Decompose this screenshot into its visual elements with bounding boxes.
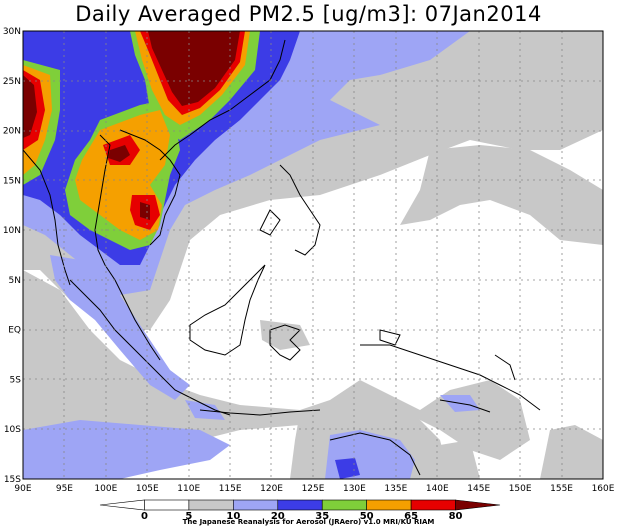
colorbar-label: 80 [449,511,463,522]
map-title: Daily Averaged PM2.5 [ug/m3]: 07Jan2014 [75,2,542,26]
colorbar-segment [366,499,412,511]
lon-tick-label: 115E [219,484,242,494]
lon-tick-label: 110E [177,484,200,494]
lat-tick-label: 10S [4,425,21,435]
lat-tick-label: 15N [3,176,21,186]
colorbar-label: 50 [360,511,374,522]
lat-tick-label: 5S [10,375,22,385]
credit-line: The Japanese Reanalysis for Aerosol (JRA… [182,518,435,526]
lat-tick-label: 20N [3,127,21,137]
lat-tick-label: 10N [3,226,21,236]
colorbar-segment [188,499,234,511]
colorbar-label: 5 [185,511,192,522]
colorbar-segment [99,499,145,511]
lon-tick-label: 145E [467,484,490,494]
lon-tick-label: 105E [136,484,159,494]
colorbar-segment [410,499,456,511]
lon-tick-label: 150E [509,484,532,494]
longitude-labels: 90E 95E 100E 105E 110E 115E 120E 125E 130E 135E 14… [14,484,614,494]
map-frame [22,30,604,480]
lon-tick-label: 100E [94,484,117,494]
latitude-labels: 30N 25N 20N 15N 10N 5N EQ 5S 10S 15S [3,27,21,485]
colorbar-label: 0 [141,511,148,522]
colorbar-segment [144,499,190,511]
lon-tick-label: 130E [343,484,366,494]
lon-tick-label: 120E [260,484,283,494]
lon-tick-label: 155E [550,484,573,494]
lat-tick-label: 15S [4,475,21,485]
colorbar: 0 5 10 20 35 50 65 80 [99,499,501,522]
colorbar-segment [321,499,367,511]
colorbar-segment [455,499,501,511]
dark-red-band [23,31,240,220]
colorbar-label: 65 [404,511,418,522]
grid [23,31,603,479]
colorbar-segment [233,499,279,511]
colorbar-segment [277,499,323,511]
lon-tick-label: 140E [426,484,449,494]
colorbar-label: 10 [226,511,240,522]
lat-tick-label: 5N [9,276,21,286]
lon-tick-label: 135E [384,484,407,494]
lon-tick-label: 125E [302,484,325,494]
colorbar-label: 20 [271,511,285,522]
lat-tick-label: 30N [3,27,21,37]
colorbar-label: 35 [315,511,329,522]
lon-tick-label: 90E [14,484,31,494]
lat-tick-label: 25N [3,77,21,87]
lon-tick-label: 95E [56,484,73,494]
lat-tick-label: EQ [8,326,21,336]
lon-tick-label: 160E [592,484,615,494]
